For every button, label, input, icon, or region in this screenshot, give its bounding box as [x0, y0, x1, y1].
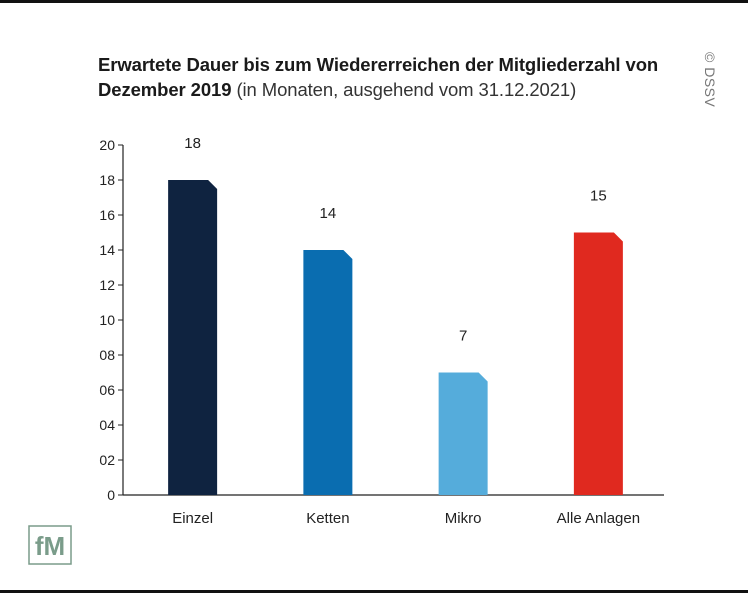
y-tick-label: 04	[99, 417, 115, 433]
bar-value-label: 14	[320, 205, 337, 222]
x-tick-label: Alle Anlagen	[557, 510, 640, 527]
bar	[573, 232, 623, 495]
bar-value-label: 15	[590, 188, 607, 205]
y-tick-label: 02	[99, 452, 115, 468]
y-tick-label: 18	[99, 172, 115, 188]
x-tick-label: Einzel	[172, 510, 213, 527]
y-tick-label: 16	[99, 207, 115, 223]
bar	[438, 372, 488, 495]
chart-title: Erwartete Dauer bis zum Wiedererreichen …	[98, 52, 698, 102]
bar-value-label: 18	[184, 135, 201, 152]
x-tick-label: Mikro	[445, 510, 482, 527]
x-tick-label: Ketten	[306, 510, 349, 527]
y-tick-label: 06	[99, 382, 115, 398]
bar	[168, 180, 218, 495]
chart-title-bold: Erwartete Dauer bis zum Wiedererreichen …	[98, 54, 659, 100]
chart-title-subtitle: (in Monaten, ausgehend vom 31.12.2021)	[236, 79, 577, 100]
y-tick-label: 12	[99, 277, 115, 293]
y-tick-label: 20	[99, 137, 115, 153]
y-tick-label: 08	[99, 347, 115, 363]
fm-logo: fM	[28, 525, 72, 565]
svg-text:fM: fM	[35, 531, 65, 561]
bar-value-label: 7	[459, 328, 467, 345]
y-tick-label: 0	[107, 487, 115, 503]
y-tick-label: 14	[99, 242, 115, 258]
y-tick-label: 10	[99, 312, 115, 328]
bar	[303, 250, 353, 495]
